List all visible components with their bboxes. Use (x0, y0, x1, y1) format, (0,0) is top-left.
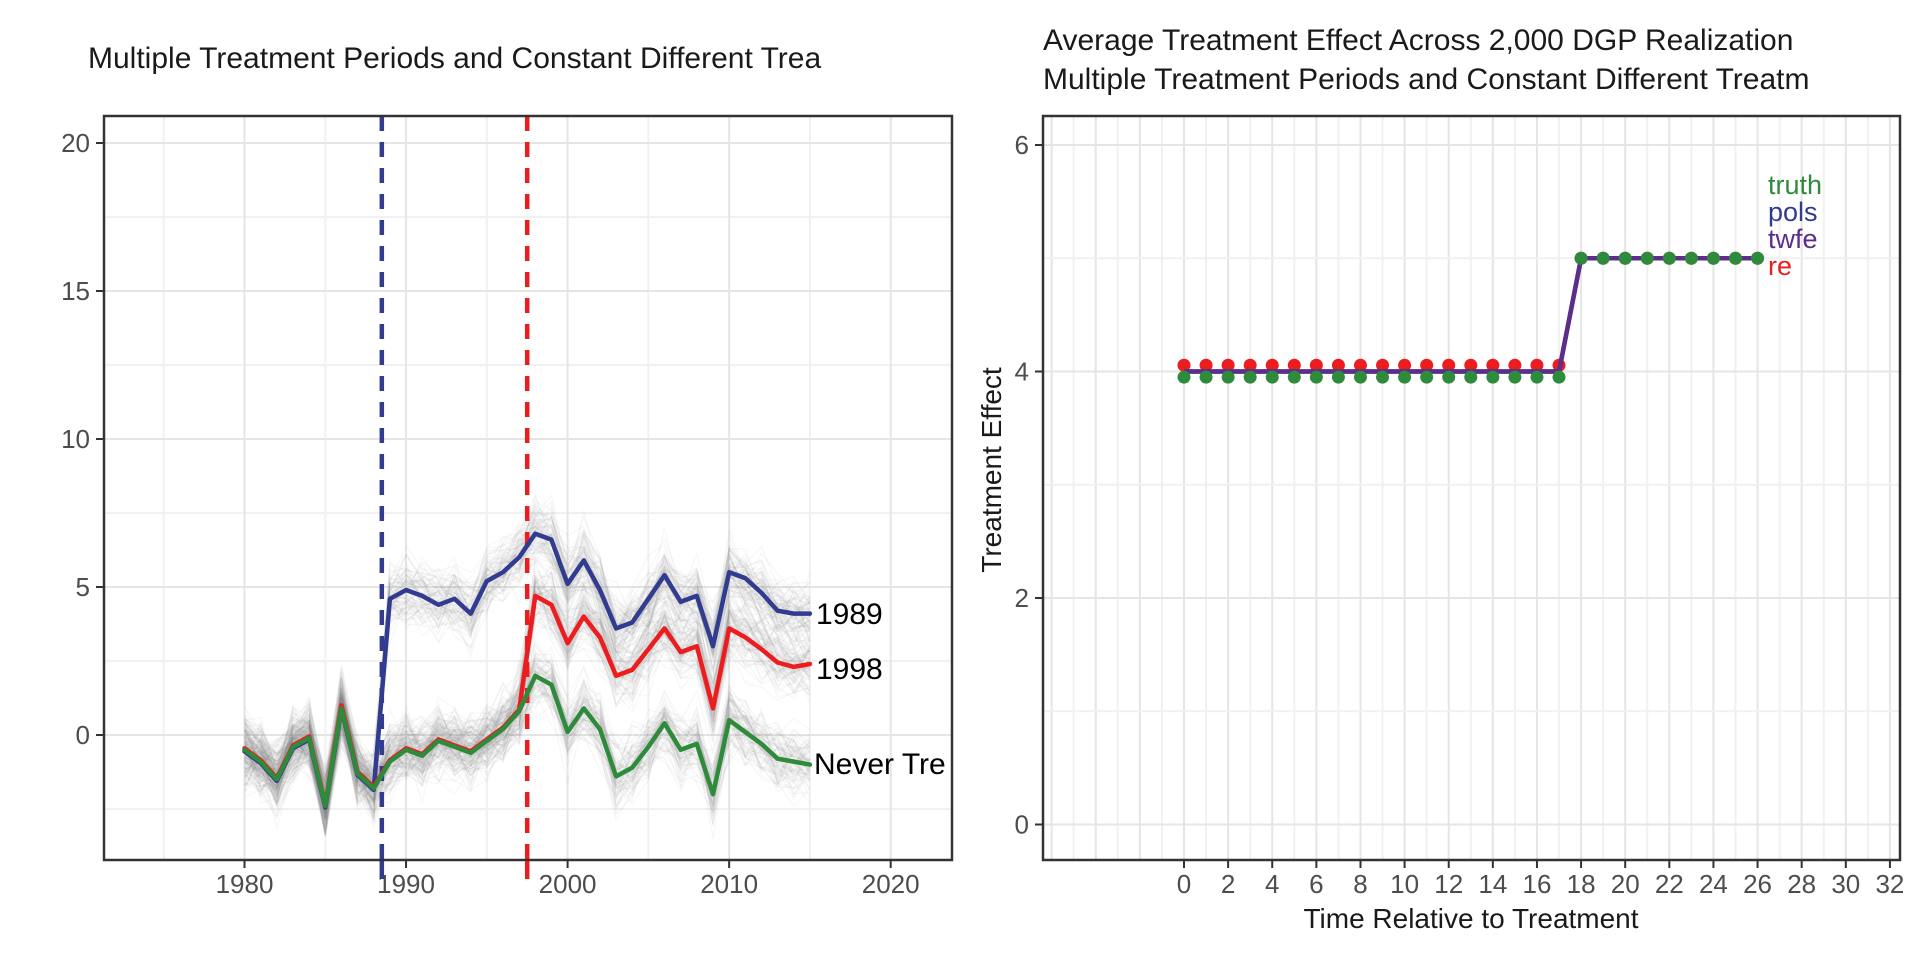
svg-text:20: 20 (61, 128, 90, 158)
svg-text:1990: 1990 (377, 869, 435, 899)
svg-text:10: 10 (1390, 869, 1419, 899)
svg-text:2010: 2010 (700, 869, 758, 899)
right-chart-legend: truth pols twfe re (1768, 172, 1822, 280)
svg-text:1980: 1980 (216, 869, 274, 899)
svg-text:14: 14 (1478, 869, 1507, 899)
left-chart-panel: 1980 1990 2000 2010 2020 0 5 10 15 20 (61, 114, 954, 899)
svg-text:32: 32 (1875, 869, 1904, 899)
svg-text:6: 6 (1015, 130, 1029, 160)
svg-text:18: 18 (1567, 869, 1596, 899)
series-end-label-never-treated: Never Tre (814, 748, 946, 781)
right-x-axis-title: Time Relative to Treatment (1303, 903, 1639, 934)
svg-text:26: 26 (1743, 869, 1772, 899)
svg-text:4: 4 (1015, 357, 1029, 387)
svg-text:0: 0 (1015, 810, 1029, 840)
svg-text:16: 16 (1522, 869, 1551, 899)
svg-text:20: 20 (1611, 869, 1640, 899)
svg-text:30: 30 (1831, 869, 1860, 899)
svg-text:2: 2 (1015, 583, 1029, 613)
svg-text:8: 8 (1353, 869, 1367, 899)
legend-label-twfe: twfe (1768, 224, 1818, 254)
legend-label-truth: truth (1768, 170, 1823, 200)
left-chart-title: Multiple Treatment Periods and Constant … (88, 42, 822, 75)
svg-text:0: 0 (1177, 869, 1191, 899)
right-panel-border (1041, 114, 1902, 862)
legend-label-re: re (1768, 251, 1793, 281)
svg-text:15: 15 (61, 276, 90, 306)
series-end-label-1998: 1998 (816, 653, 883, 686)
group-average-lines (242, 531, 813, 810)
svg-text:5: 5 (76, 572, 90, 602)
svg-text:6: 6 (1309, 869, 1323, 899)
svg-text:2: 2 (1221, 869, 1235, 899)
svg-text:2000: 2000 (539, 869, 597, 899)
svg-text:28: 28 (1787, 869, 1816, 899)
svg-text:2020: 2020 (862, 869, 920, 899)
svg-text:12: 12 (1434, 869, 1463, 899)
svg-text:0: 0 (76, 720, 90, 750)
right-chart-title-line1: Average Treatment Effect Across 2,000 DG… (1043, 24, 1794, 57)
treatment-start-vlines (379, 116, 530, 860)
right-chart-title-line2: Multiple Treatment Periods and Constant … (1043, 63, 1810, 96)
svg-text:22: 22 (1655, 869, 1684, 899)
series-end-label-1989: 1989 (816, 598, 883, 631)
right-gridlines (1043, 116, 1900, 860)
truth-points (1177, 251, 1765, 384)
svg-text:4: 4 (1265, 869, 1279, 899)
svg-text:24: 24 (1699, 869, 1728, 899)
left-axis-ticks-and-labels: 1980 1990 2000 2010 2020 0 5 10 15 20 (61, 128, 920, 899)
right-y-axis-title: Treatment Effect (976, 367, 1007, 573)
legend-label-pols: pols (1768, 197, 1818, 227)
svg-text:10: 10 (61, 424, 90, 454)
right-chart-title: Average Treatment Effect Across 2,000 DG… (1043, 21, 1809, 99)
series-line-Never Tre (242, 673, 813, 809)
left-panel-border (102, 114, 954, 862)
